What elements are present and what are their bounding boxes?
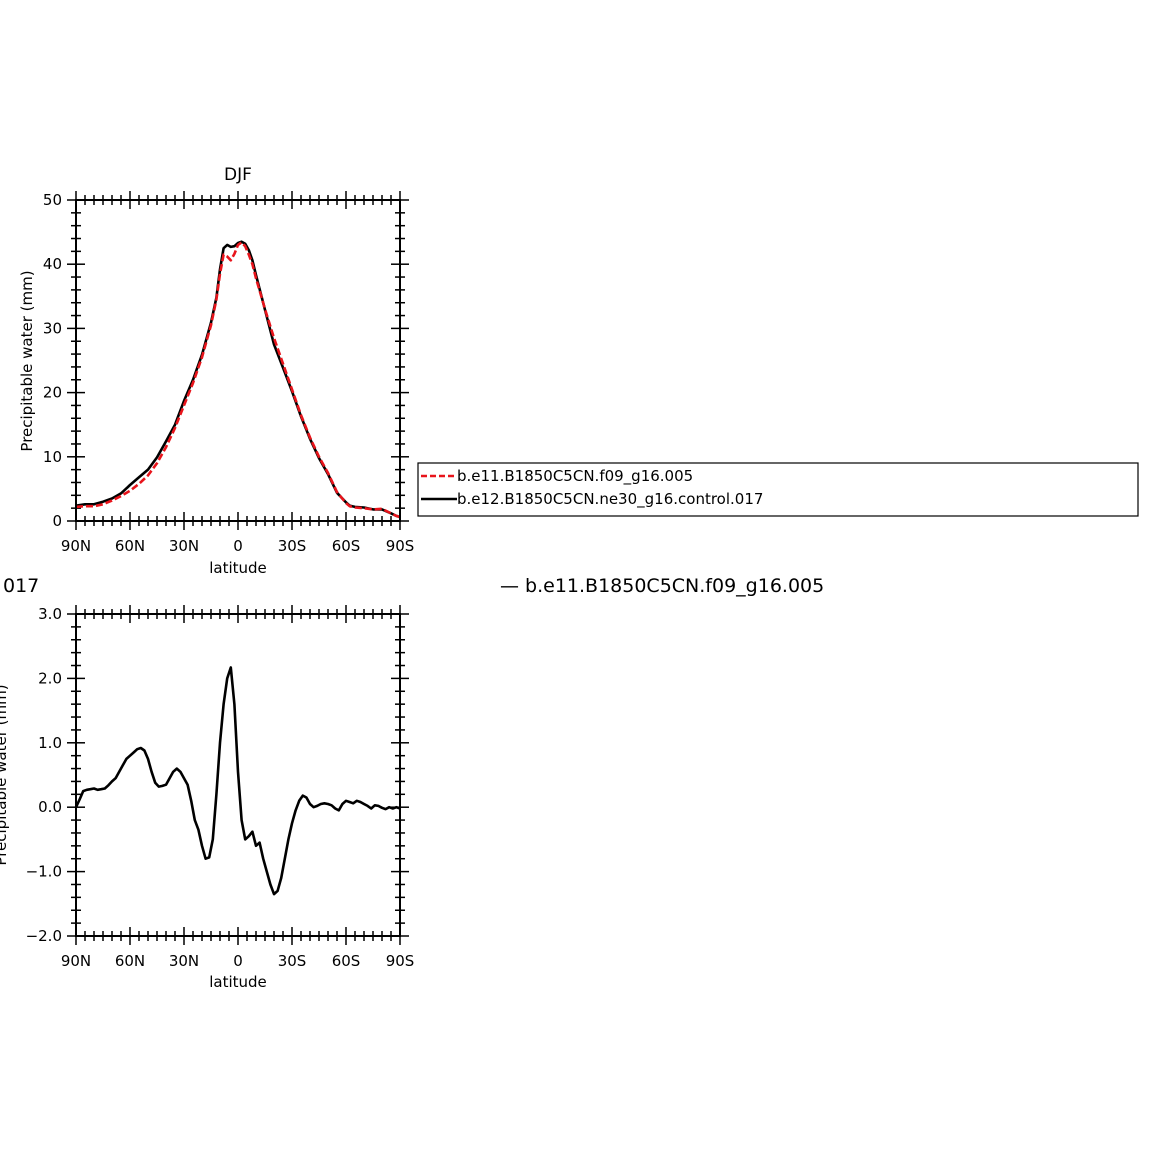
y-tick-label: 10 (43, 448, 62, 466)
x-tick-label: 60S (332, 537, 361, 555)
y-tick-label: 30 (43, 319, 62, 337)
x-tick-label: 30S (278, 537, 307, 555)
legend-label-1: b.e12.B1850C5CN.ne30_g16.control.017 (457, 490, 763, 509)
x-tick-label: 60N (115, 537, 145, 555)
bottom-chart-series-layer (74, 666, 401, 896)
x-tick-label: 60S (332, 952, 361, 970)
legend-box (417, 462, 1139, 517)
y-tick-label: 50 (43, 191, 62, 209)
top-chart-ticks: 90N 60N 30N 0 30S 60S 90S 0 10 20 30 40 50 (43, 191, 414, 555)
top-chart-frame (75, 199, 401, 522)
y-tick-label: 1.0 (38, 734, 62, 752)
y-tick-label: 3.0 (38, 605, 62, 623)
y-tick-label: −1.0 (26, 863, 62, 881)
y-tick-label: 40 (43, 255, 62, 273)
x-tick-label: 90N (61, 537, 91, 555)
x-tick-label: 0 (233, 537, 243, 555)
x-tick-label: 30S (278, 952, 307, 970)
y-tick-label: 2.0 (38, 669, 62, 687)
top-chart-ylabel: Precipitable water (mm) (18, 270, 36, 451)
bottom-chart-frame (75, 613, 401, 937)
bottom-chart-xlabel: latitude (209, 973, 267, 991)
x-tick-label: 90S (386, 952, 415, 970)
top-chart-xlabel: latitude (209, 559, 267, 577)
legend-label-0: b.e11.B1850C5CN.f09_g16.005 (457, 467, 693, 486)
top-chart: DJF latitude Precipitable water (mm) 90N… (18, 165, 414, 577)
x-tick-label: 0 (233, 952, 243, 970)
top-chart-series-layer (75, 240, 401, 519)
x-tick-label: 90N (61, 952, 91, 970)
partial-title-left: 017 (3, 575, 39, 597)
legend: b.e11.B1850C5CN.f09_g16.005 b.e12.B1850C… (417, 462, 1139, 517)
x-tick-label: 60N (115, 952, 145, 970)
y-tick-label: 0.0 (38, 798, 62, 816)
bottom-chart-ylabel: Precipitable water (mm) (0, 684, 10, 865)
series-line-0-1 (75, 240, 401, 519)
series-line-1-0 (74, 666, 401, 896)
partial-title-right: — b.e11.B1850C5CN.f09_g16.005 (500, 575, 824, 597)
bottom-chart-ticks: 90N 60N 30N 0 30S 60S 90S −2.0 −1.0 0.0 1.0 2.0 3.0 (26, 605, 415, 970)
bottom-chart: latitude Precipitable water (mm) 90N 60N 3… (0, 605, 414, 991)
x-tick-label: 30N (169, 537, 199, 555)
series-line-0-0 (75, 241, 401, 519)
y-tick-label: −2.0 (26, 927, 62, 945)
y-tick-label: 0 (52, 512, 62, 530)
top-chart-title: DJF (224, 165, 252, 185)
x-tick-label: 30N (169, 952, 199, 970)
x-tick-label: 90S (386, 537, 415, 555)
y-tick-label: 20 (43, 384, 62, 402)
